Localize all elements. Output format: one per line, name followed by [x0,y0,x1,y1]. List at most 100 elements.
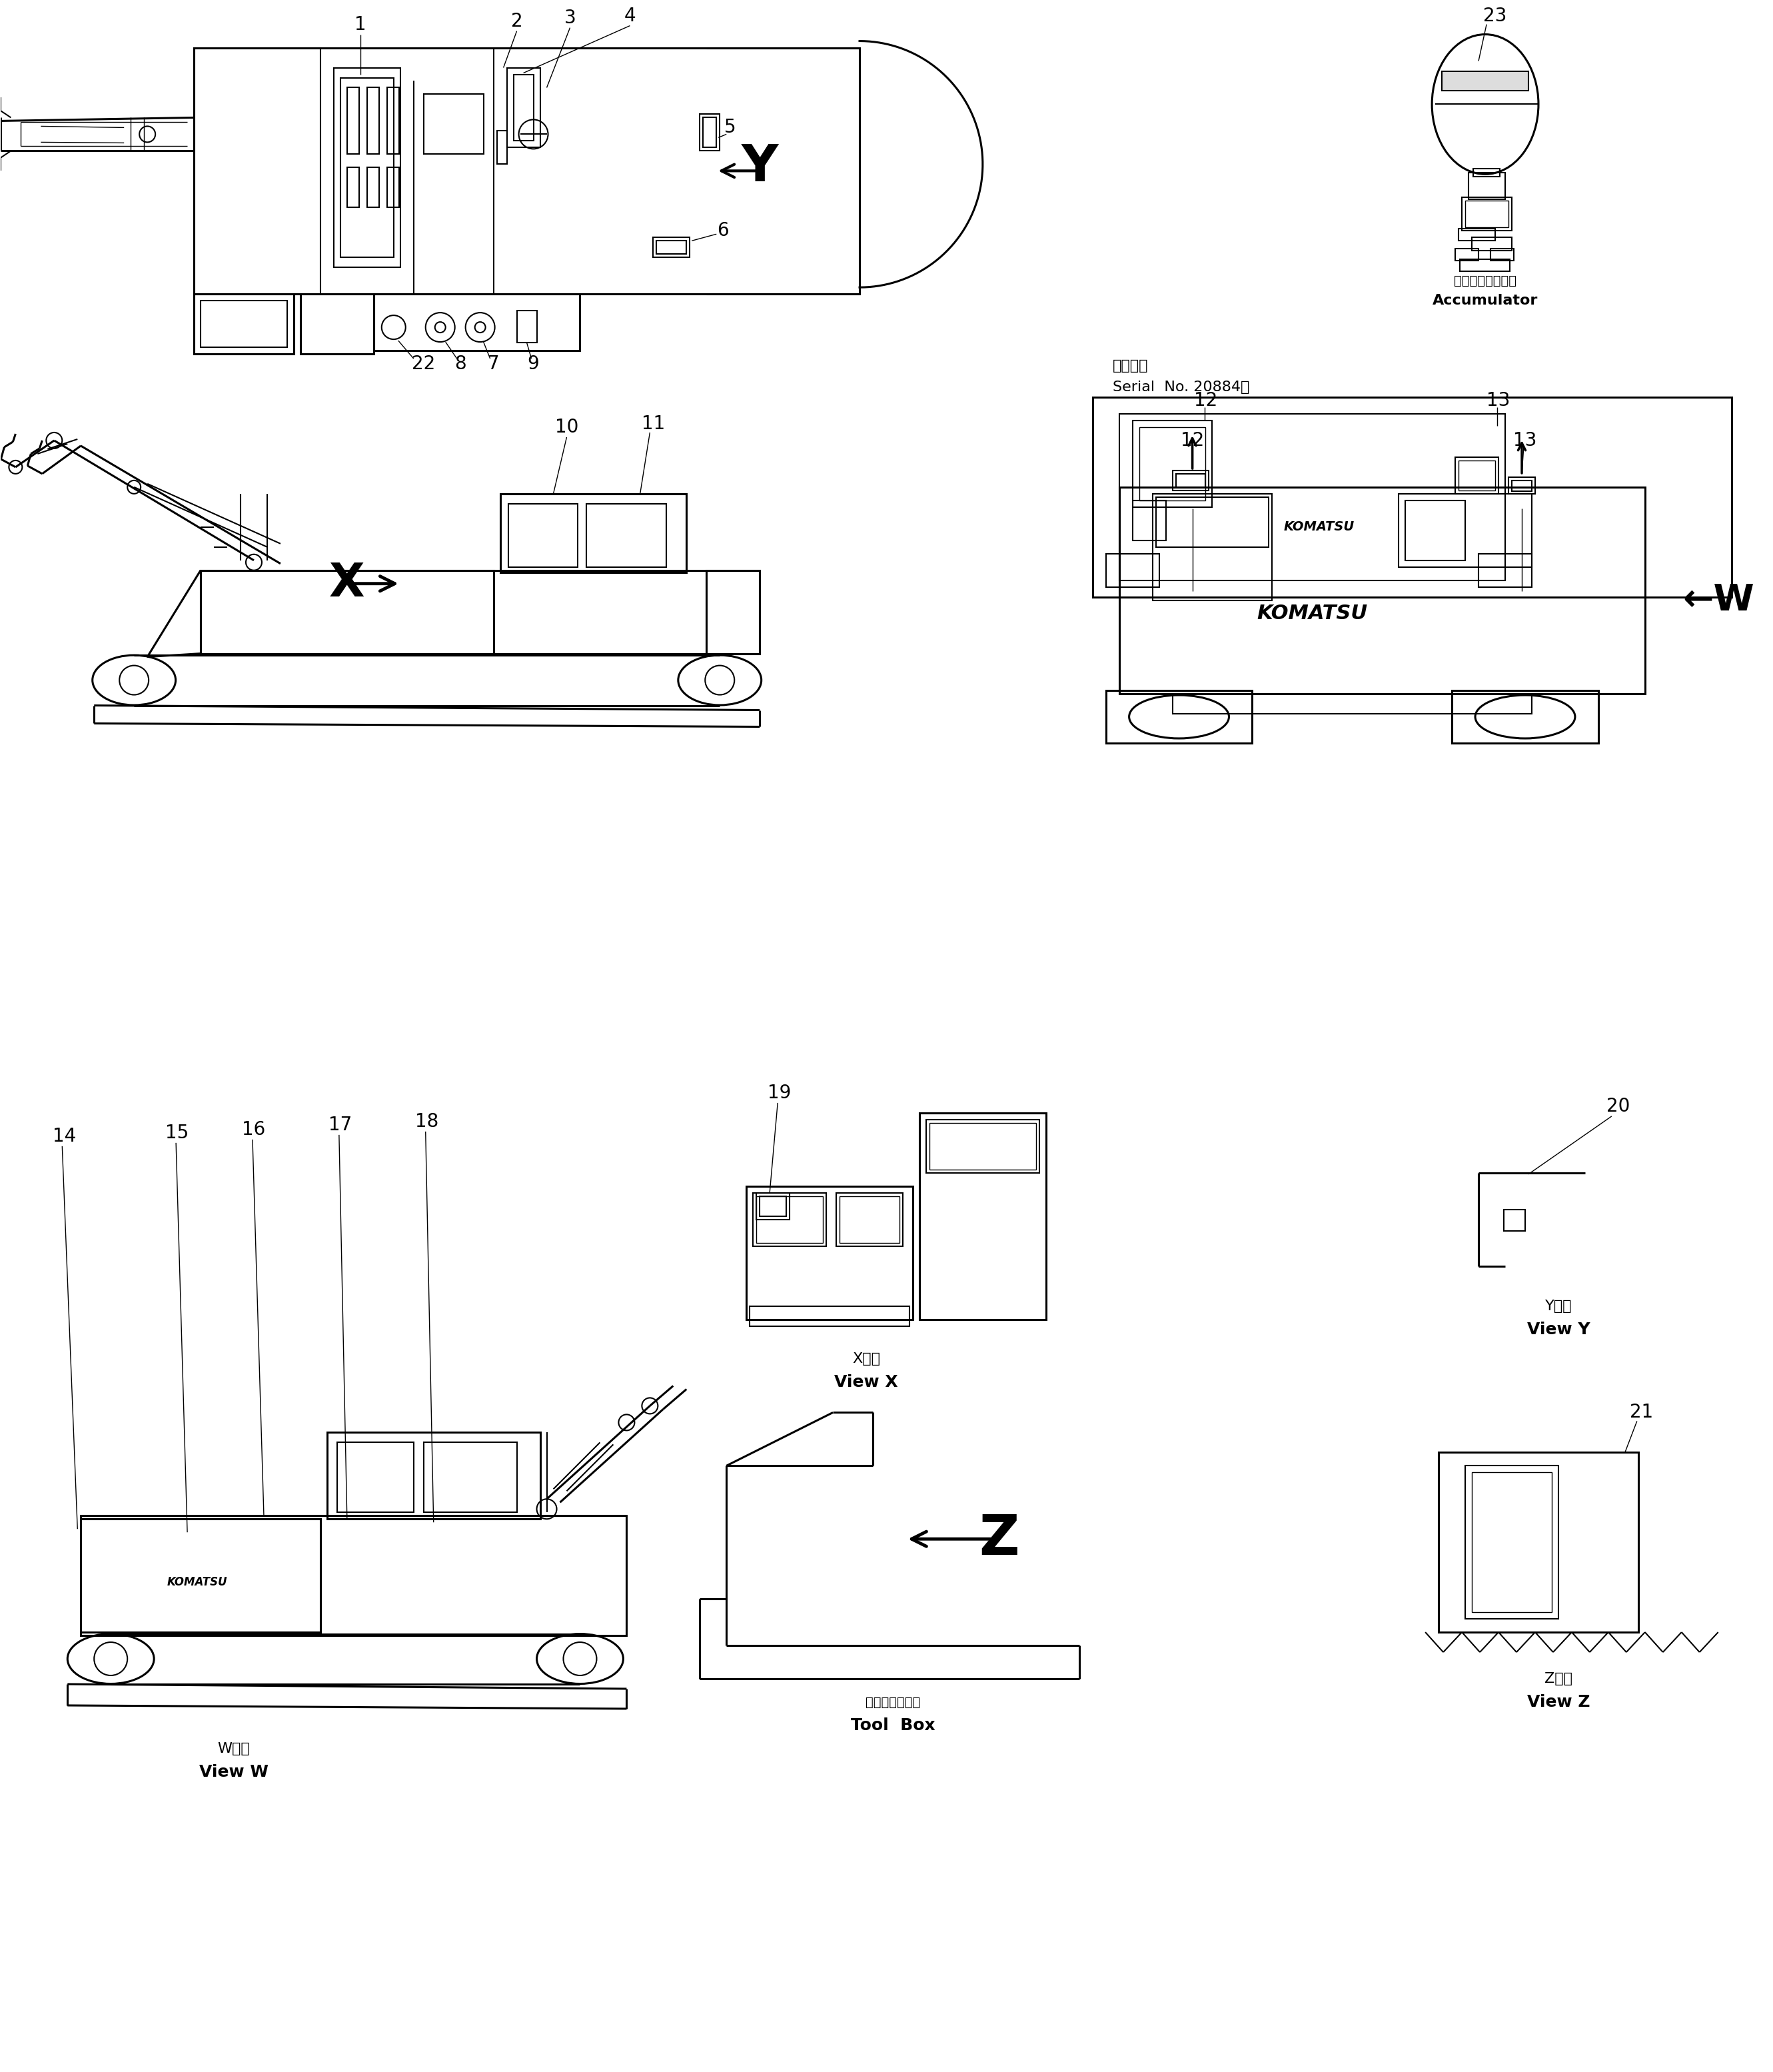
Bar [1133,501,1165,541]
Bar [920,1113,1046,1320]
Bar [1452,690,1597,744]
Bar [1456,249,1479,261]
Bar [500,493,686,572]
Text: 5: 5 [723,118,736,137]
Bar [387,87,399,153]
Text: View W: View W [199,1763,268,1780]
Bar [1512,481,1532,491]
Text: ←W: ←W [1683,582,1753,617]
Text: 6: 6 [718,222,729,240]
Text: 16: 16 [243,1121,266,1140]
Text: 17: 17 [328,1115,353,1133]
Text: Y: Y [741,143,778,193]
Text: W　視: W 視 [218,1743,250,1755]
Text: 2: 2 [511,12,523,31]
Bar [333,68,401,267]
Text: 21: 21 [1629,1403,1654,1421]
Bar [1133,421,1213,508]
Bar [1441,70,1528,91]
Bar [1479,553,1532,586]
Text: View Z: View Z [1527,1695,1590,1709]
Bar [1472,238,1512,251]
Bar [424,1442,516,1513]
Bar [1472,1473,1551,1612]
Text: View X: View X [835,1374,899,1390]
Text: 14: 14 [53,1127,76,1146]
Text: X: X [330,562,365,605]
Bar [1175,474,1206,487]
Bar [1491,249,1514,261]
Bar [1156,497,1269,547]
Text: Tool  Box: Tool Box [851,1718,934,1734]
Bar [193,48,860,294]
Bar [1152,493,1273,601]
Bar [509,503,578,568]
Text: 8: 8 [454,354,466,373]
Bar [757,1193,789,1220]
Bar [337,1442,413,1513]
Bar [1106,553,1160,586]
Bar [837,1193,902,1245]
Bar [340,77,394,257]
Text: 13: 13 [1488,392,1511,410]
Text: 22: 22 [411,354,436,373]
Bar [496,131,507,164]
Bar [1119,487,1645,694]
Text: 4: 4 [624,6,637,25]
Bar [82,1517,626,1635]
Bar [367,168,379,207]
Bar [300,294,374,354]
Bar [587,503,667,568]
Bar [1119,414,1505,580]
Bar [757,1196,823,1243]
Text: KOMATSU: KOMATSU [167,1577,227,1589]
Bar [1456,458,1498,493]
Text: Accumulator: Accumulator [1433,294,1537,307]
Bar [1459,259,1511,271]
Text: 18: 18 [415,1113,438,1131]
Bar [656,240,686,255]
Bar [200,570,493,653]
Bar [926,1119,1039,1173]
Bar [374,294,580,350]
Bar [1468,172,1505,199]
Text: Z　視: Z 視 [1544,1672,1573,1685]
Bar [1406,501,1464,559]
Text: Serial  No. 20884～: Serial No. 20884～ [1112,381,1250,394]
Bar [1106,690,1252,744]
Text: KOMATSU: KOMATSU [1284,520,1355,533]
Bar [1172,694,1532,713]
Text: 10: 10 [555,419,578,437]
Bar [1464,201,1509,228]
Text: 7: 7 [488,354,500,373]
Text: 1: 1 [355,15,367,33]
Bar [704,118,716,147]
Text: Y　視: Y 視 [1544,1299,1573,1314]
Bar [754,1193,826,1245]
Bar [1438,1452,1638,1633]
Text: 13: 13 [1514,431,1537,450]
Text: KOMATSU: KOMATSU [1257,603,1367,624]
Text: 20: 20 [1606,1096,1629,1115]
Text: View Y: View Y [1527,1322,1590,1336]
Bar [1473,168,1500,176]
Bar [424,95,484,153]
Text: X　視: X 視 [853,1353,879,1365]
Bar [1464,1465,1558,1618]
Bar [516,311,537,342]
Text: 19: 19 [768,1084,791,1102]
Text: 3: 3 [564,8,576,27]
Bar [750,1305,910,1326]
Bar [652,238,690,257]
Text: 12: 12 [1181,431,1204,450]
Bar [507,68,541,147]
Text: 23: 23 [1484,6,1507,25]
Bar [193,294,294,354]
Text: ツールボックス: ツールボックス [865,1695,920,1709]
Text: 11: 11 [642,414,665,433]
Bar [348,168,358,207]
Text: 9: 9 [528,354,539,373]
Text: 15: 15 [165,1123,190,1142]
Bar [1459,228,1495,240]
Bar [1509,477,1535,493]
